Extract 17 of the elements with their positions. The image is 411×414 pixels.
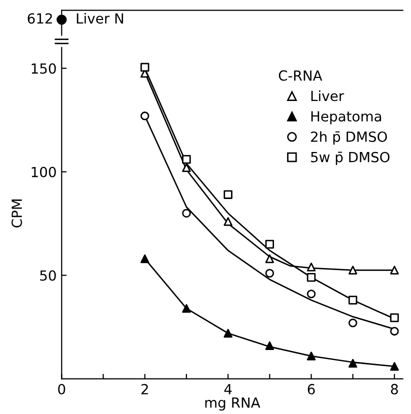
x-tick-label: 6: [308, 384, 315, 394]
legend-label: Hepatoma: [311, 111, 382, 124]
y-tick-label: 150: [32, 63, 56, 74]
x-tick-label: 8: [390, 384, 398, 394]
x-axis-title: mg RNA: [205, 398, 260, 411]
x-tick-label: 2: [141, 384, 148, 394]
legend-label: Liver N: [76, 12, 124, 24]
y-tick-label: 100: [32, 166, 56, 178]
data-label: 612: [28, 13, 52, 24]
legend-label: 5w p̄ DMSO: [311, 152, 390, 166]
y-tick-label: 50: [40, 270, 56, 281]
x-tick-label: 0: [58, 384, 66, 394]
legend-label: 2h p̄ DMSO: [311, 131, 387, 145]
y-axis-title: CPM: [12, 200, 22, 228]
legend-label: Liver: [311, 90, 344, 102]
x-tick-label: 4: [224, 384, 232, 394]
legend-title: C-RNA: [278, 70, 322, 81]
